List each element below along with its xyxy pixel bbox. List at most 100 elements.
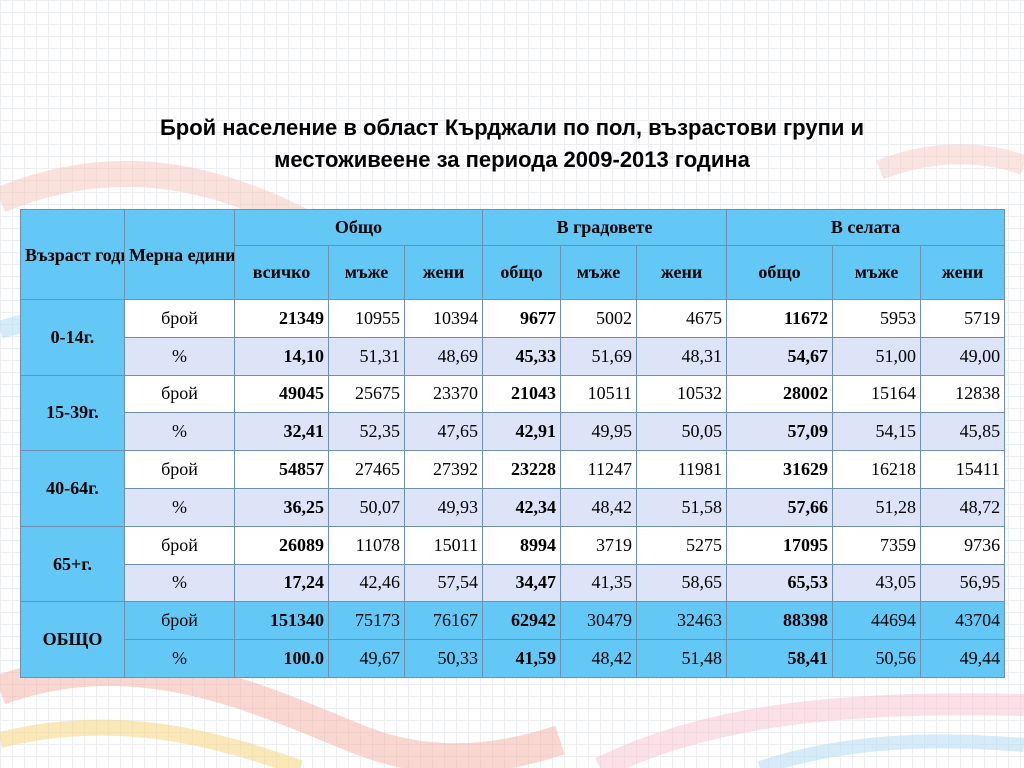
header-group-total: Общо bbox=[234, 209, 483, 246]
value-cell: 50,33 bbox=[404, 639, 483, 678]
value-cell: 31629 bbox=[726, 450, 834, 489]
unit-cell: брой bbox=[124, 601, 235, 641]
value-cell: 17,24 bbox=[234, 563, 329, 603]
value-cell: 51,48 bbox=[635, 639, 728, 678]
value-cell: 54857 bbox=[234, 450, 329, 489]
value-cell: 44694 bbox=[832, 601, 922, 641]
value-cell: 11981 bbox=[635, 450, 728, 489]
value-cell: 49,44 bbox=[920, 639, 1006, 678]
value-cell: 45,33 bbox=[482, 336, 561, 376]
value-cell: 62942 bbox=[482, 601, 561, 641]
value-cell: 4675 bbox=[635, 299, 728, 338]
value-cell: 48,31 bbox=[635, 336, 728, 376]
population-table: Възраст години Мерна едини-ца Общо В гра… bbox=[20, 209, 1006, 678]
value-cell: 36,25 bbox=[234, 487, 329, 527]
age-group-cell: 15-39г. bbox=[20, 374, 125, 452]
value-cell: 43704 bbox=[920, 601, 1006, 641]
value-cell: 49,67 bbox=[328, 639, 405, 678]
value-cell: 30479 bbox=[560, 601, 637, 641]
header-subcol: жени bbox=[920, 245, 1006, 300]
value-cell: 14,10 bbox=[234, 336, 329, 376]
table-row: % 17,24 42,46 57,54 34,47 41,35 58,65 65,53 43,0… bbox=[21, 563, 1006, 603]
header-group-towns: В градовете bbox=[481, 209, 728, 246]
value-cell: 88398 bbox=[726, 601, 834, 641]
table-row: 40-64г. брой 54857 27465 27392 23228 11247 1198… bbox=[20, 450, 1006, 527]
value-cell: 21043 bbox=[482, 374, 561, 414]
value-cell: 17095 bbox=[726, 525, 834, 565]
header-row-1: Възраст години Мерна едини-ца Общо В гра… bbox=[20, 209, 1006, 300]
value-cell: 48,72 bbox=[920, 487, 1006, 527]
value-cell: 15011 bbox=[404, 525, 483, 565]
value-cell: 7359 bbox=[832, 525, 922, 565]
value-cell: 50,05 bbox=[635, 412, 728, 452]
value-cell: 51,31 bbox=[328, 336, 405, 376]
value-cell: 5275 bbox=[635, 525, 728, 565]
value-cell: 151340 bbox=[234, 601, 329, 641]
value-cell: 28002 bbox=[726, 374, 834, 414]
age-group-cell: 65+г. bbox=[20, 525, 125, 603]
value-cell: 57,66 bbox=[726, 487, 834, 527]
value-cell: 51,00 bbox=[832, 336, 922, 376]
age-group-cell: ОБЩО bbox=[20, 601, 125, 678]
value-cell: 100.0 bbox=[234, 639, 329, 678]
value-cell: 57,54 bbox=[404, 563, 483, 603]
header-subcol: общо bbox=[482, 245, 561, 300]
unit-cell: % bbox=[124, 336, 235, 376]
unit-cell: брой bbox=[124, 450, 235, 489]
unit-cell: % bbox=[124, 487, 235, 527]
header-unit: Мерна едини-ца bbox=[124, 209, 235, 300]
value-cell: 51,58 bbox=[635, 487, 728, 527]
value-cell: 48,69 bbox=[404, 336, 483, 376]
value-cell: 27465 bbox=[328, 450, 405, 489]
unit-cell: брой bbox=[124, 525, 235, 565]
header-subcol: жени bbox=[404, 245, 483, 300]
header-subcol: жени bbox=[635, 245, 728, 300]
value-cell: 8994 bbox=[482, 525, 561, 565]
value-cell: 12838 bbox=[920, 374, 1006, 414]
value-cell: 42,91 bbox=[482, 412, 561, 452]
value-cell: 26089 bbox=[234, 525, 329, 565]
header-age: Възраст години bbox=[20, 209, 125, 300]
value-cell: 43,05 bbox=[832, 563, 922, 603]
header-subcol: мъже bbox=[832, 245, 922, 300]
value-cell: 51,69 bbox=[560, 336, 637, 376]
unit-cell: % bbox=[124, 563, 235, 603]
header-subcol: мъже bbox=[560, 245, 637, 300]
unit-cell: брой bbox=[124, 299, 235, 338]
value-cell: 15411 bbox=[920, 450, 1006, 489]
value-cell: 15164 bbox=[832, 374, 922, 414]
value-cell: 76167 bbox=[404, 601, 483, 641]
value-cell: 27392 bbox=[404, 450, 483, 489]
value-cell: 42,34 bbox=[482, 487, 561, 527]
value-cell: 9736 bbox=[920, 525, 1006, 565]
value-cell: 49045 bbox=[234, 374, 329, 414]
table-row: % 32,41 52,35 47,65 42,91 49,95 50,05 57,09 54,1… bbox=[21, 412, 1006, 452]
value-cell: 11672 bbox=[726, 299, 834, 338]
value-cell: 51,28 bbox=[832, 487, 922, 527]
table-body: 0-14г. брой 21349 10955 10394 9677 5002 4675 116… bbox=[20, 299, 1006, 678]
value-cell: 48,42 bbox=[560, 487, 637, 527]
value-cell: 32463 bbox=[635, 601, 728, 641]
value-cell: 10955 bbox=[328, 299, 405, 338]
table-row: % 100.0 49,67 50,33 41,59 48,42 51,48 58,41 50,5… bbox=[21, 639, 1006, 678]
value-cell: 47,65 bbox=[404, 412, 483, 452]
table-row: 15-39г. брой 49045 25675 23370 21043 10511 1053… bbox=[20, 374, 1006, 452]
age-group-cell: 0-14г. bbox=[20, 299, 125, 376]
value-cell: 45,85 bbox=[920, 412, 1006, 452]
value-cell: 11078 bbox=[328, 525, 405, 565]
value-cell: 32,41 bbox=[234, 412, 329, 452]
table-row: % 36,25 50,07 49,93 42,34 48,42 51,58 57,66 51,2… bbox=[21, 487, 1006, 527]
value-cell: 42,46 bbox=[328, 563, 405, 603]
table-row: 65+г. брой 26089 11078 15011 8994 3719 5275 1709… bbox=[20, 525, 1006, 603]
table-row: ОБЩО брой 151340 75173 76167 62942 30479 32463 8… bbox=[20, 601, 1006, 678]
value-cell: 5002 bbox=[560, 299, 637, 338]
value-cell: 25675 bbox=[328, 374, 405, 414]
value-cell: 3719 bbox=[560, 525, 637, 565]
value-cell: 34,47 bbox=[482, 563, 561, 603]
value-cell: 10532 bbox=[635, 374, 728, 414]
value-cell: 23370 bbox=[404, 374, 483, 414]
header-subcol: всичко bbox=[234, 245, 329, 300]
value-cell: 54,67 bbox=[726, 336, 834, 376]
value-cell: 75173 bbox=[328, 601, 405, 641]
value-cell: 9677 bbox=[482, 299, 561, 338]
